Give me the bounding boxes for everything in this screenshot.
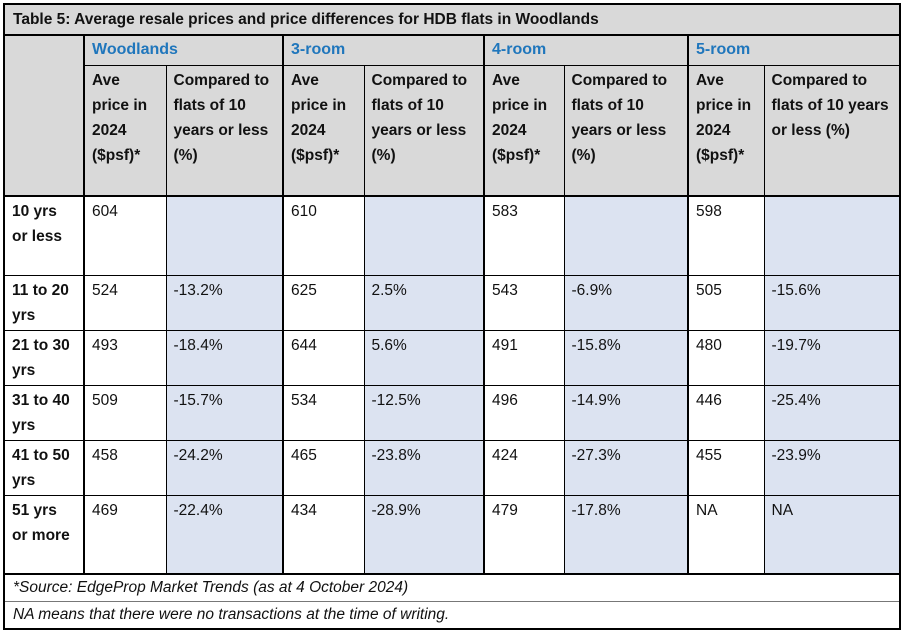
compare-cell: -15.8% bbox=[563, 329, 689, 386]
row-label: 10 yrs or less bbox=[3, 195, 85, 276]
compare-cell: -23.9% bbox=[763, 439, 901, 496]
group-header-5-room: 5-room bbox=[686, 34, 901, 66]
table-row: 51 yrs or more 469 -22.4% 434 -28.9% 479 -17.8… bbox=[3, 494, 901, 575]
compare-cell: -28.9% bbox=[363, 494, 485, 575]
row-label: 41 to 50 yrs bbox=[3, 439, 85, 496]
subheader-ave-price: Ave price in 2024 ($psf)* bbox=[483, 64, 565, 197]
ave-price-cell: 604 bbox=[83, 195, 167, 276]
subheader-compare: Compared to flats of 10 years or less (%… bbox=[563, 64, 689, 197]
compare-cell: -25.4% bbox=[763, 384, 901, 441]
ave-price-cell: 644 bbox=[282, 329, 365, 386]
ave-price-cell: 610 bbox=[282, 195, 365, 276]
subheader-ave-price: Ave price in 2024 ($psf)* bbox=[83, 64, 167, 197]
ave-price-cell: 465 bbox=[282, 439, 365, 496]
compare-cell: -17.8% bbox=[563, 494, 689, 575]
compare-cell bbox=[763, 195, 901, 276]
corner-cell bbox=[3, 34, 85, 197]
footnote: *Source: EdgeProp Market Trends (as at 4… bbox=[3, 573, 901, 602]
ave-price-cell: NA bbox=[687, 494, 765, 575]
row-label: 21 to 30 yrs bbox=[3, 329, 85, 386]
compare-cell bbox=[165, 195, 284, 276]
table-row: 11 to 20 yrs 524 -13.2% 625 2.5% 543 -6.9% 505-… bbox=[3, 274, 901, 331]
ave-price-cell: 446 bbox=[687, 384, 765, 441]
ave-price-cell: 505 bbox=[687, 274, 765, 331]
group-header-woodlands: Woodlands bbox=[83, 34, 284, 66]
compare-cell: NA bbox=[763, 494, 901, 575]
ave-price-cell: 479 bbox=[483, 494, 565, 575]
subheader-ave-price: Ave price in 2024 ($psf)* bbox=[687, 64, 765, 197]
ave-price-cell: 509 bbox=[83, 384, 167, 441]
ave-price-cell: 480 bbox=[687, 329, 765, 386]
compare-cell: -18.4% bbox=[165, 329, 284, 386]
ave-price-cell: 458 bbox=[83, 439, 167, 496]
compare-cell: -19.7% bbox=[763, 329, 901, 386]
compare-cell: -23.8% bbox=[363, 439, 485, 496]
ave-price-cell: 543 bbox=[483, 274, 565, 331]
table-row: 31 to 40 yrs 509 -15.7% 534 -12.5% 496 -14.9% 4… bbox=[3, 384, 901, 441]
table-row: 10 yrs or less 604 610 583 598 bbox=[3, 195, 901, 276]
ave-price-cell: 534 bbox=[282, 384, 365, 441]
compare-cell: -24.2% bbox=[165, 439, 284, 496]
ave-price-cell: 583 bbox=[483, 195, 565, 276]
ave-price-cell: 625 bbox=[282, 274, 365, 331]
ave-price-cell: 469 bbox=[83, 494, 167, 575]
compare-cell: 2.5% bbox=[363, 274, 485, 331]
table-row: 41 to 50 yrs 458 -24.2% 465 -23.8% 424 -27.3% 4… bbox=[3, 439, 901, 496]
ave-price-cell: 493 bbox=[83, 329, 167, 386]
compare-cell: -12.5% bbox=[363, 384, 485, 441]
compare-cell: -13.2% bbox=[165, 274, 284, 331]
ave-price-cell: 455 bbox=[687, 439, 765, 496]
table-title: Table 5: Average resale prices and price… bbox=[3, 3, 901, 36]
group-header-3-room: 3-room bbox=[282, 34, 485, 66]
ave-price-cell: 524 bbox=[83, 274, 167, 331]
resale-table: Table 5: Average resale prices and price… bbox=[3, 3, 902, 630]
compare-cell: -15.7% bbox=[165, 384, 284, 441]
footnote: NA means that there were no transactions… bbox=[3, 601, 901, 629]
row-label: 31 to 40 yrs bbox=[3, 384, 85, 441]
compare-cell: -6.9% bbox=[563, 274, 689, 331]
compare-cell: -15.6% bbox=[763, 274, 901, 331]
ave-price-cell: 598 bbox=[687, 195, 765, 276]
group-header-4-room: 4-room bbox=[483, 34, 689, 66]
ave-price-cell: 491 bbox=[483, 329, 565, 386]
ave-price-cell: 434 bbox=[282, 494, 365, 575]
ave-price-cell: 424 bbox=[483, 439, 565, 496]
row-label: 51 yrs or more bbox=[3, 494, 85, 575]
compare-cell bbox=[563, 195, 689, 276]
subheader-ave-price: Ave price in 2024 ($psf)* bbox=[282, 64, 365, 197]
subheader-compare: Compared to flats of 10 years or less (%… bbox=[363, 64, 485, 197]
compare-cell bbox=[363, 195, 485, 276]
compare-cell: 5.6% bbox=[363, 329, 485, 386]
subheader-compare: Compared to flats of 10 years or less (%… bbox=[165, 64, 284, 197]
compare-cell: -14.9% bbox=[563, 384, 689, 441]
compare-cell: -22.4% bbox=[165, 494, 284, 575]
ave-price-cell: 496 bbox=[483, 384, 565, 441]
subheader-compare: Compared to flats of 10 years or less (%… bbox=[763, 64, 901, 197]
table-row: 21 to 30 yrs 493 -18.4% 644 5.6% 491 -15.8% 480… bbox=[3, 329, 901, 386]
row-label: 11 to 20 yrs bbox=[3, 274, 85, 331]
compare-cell: -27.3% bbox=[563, 439, 689, 496]
